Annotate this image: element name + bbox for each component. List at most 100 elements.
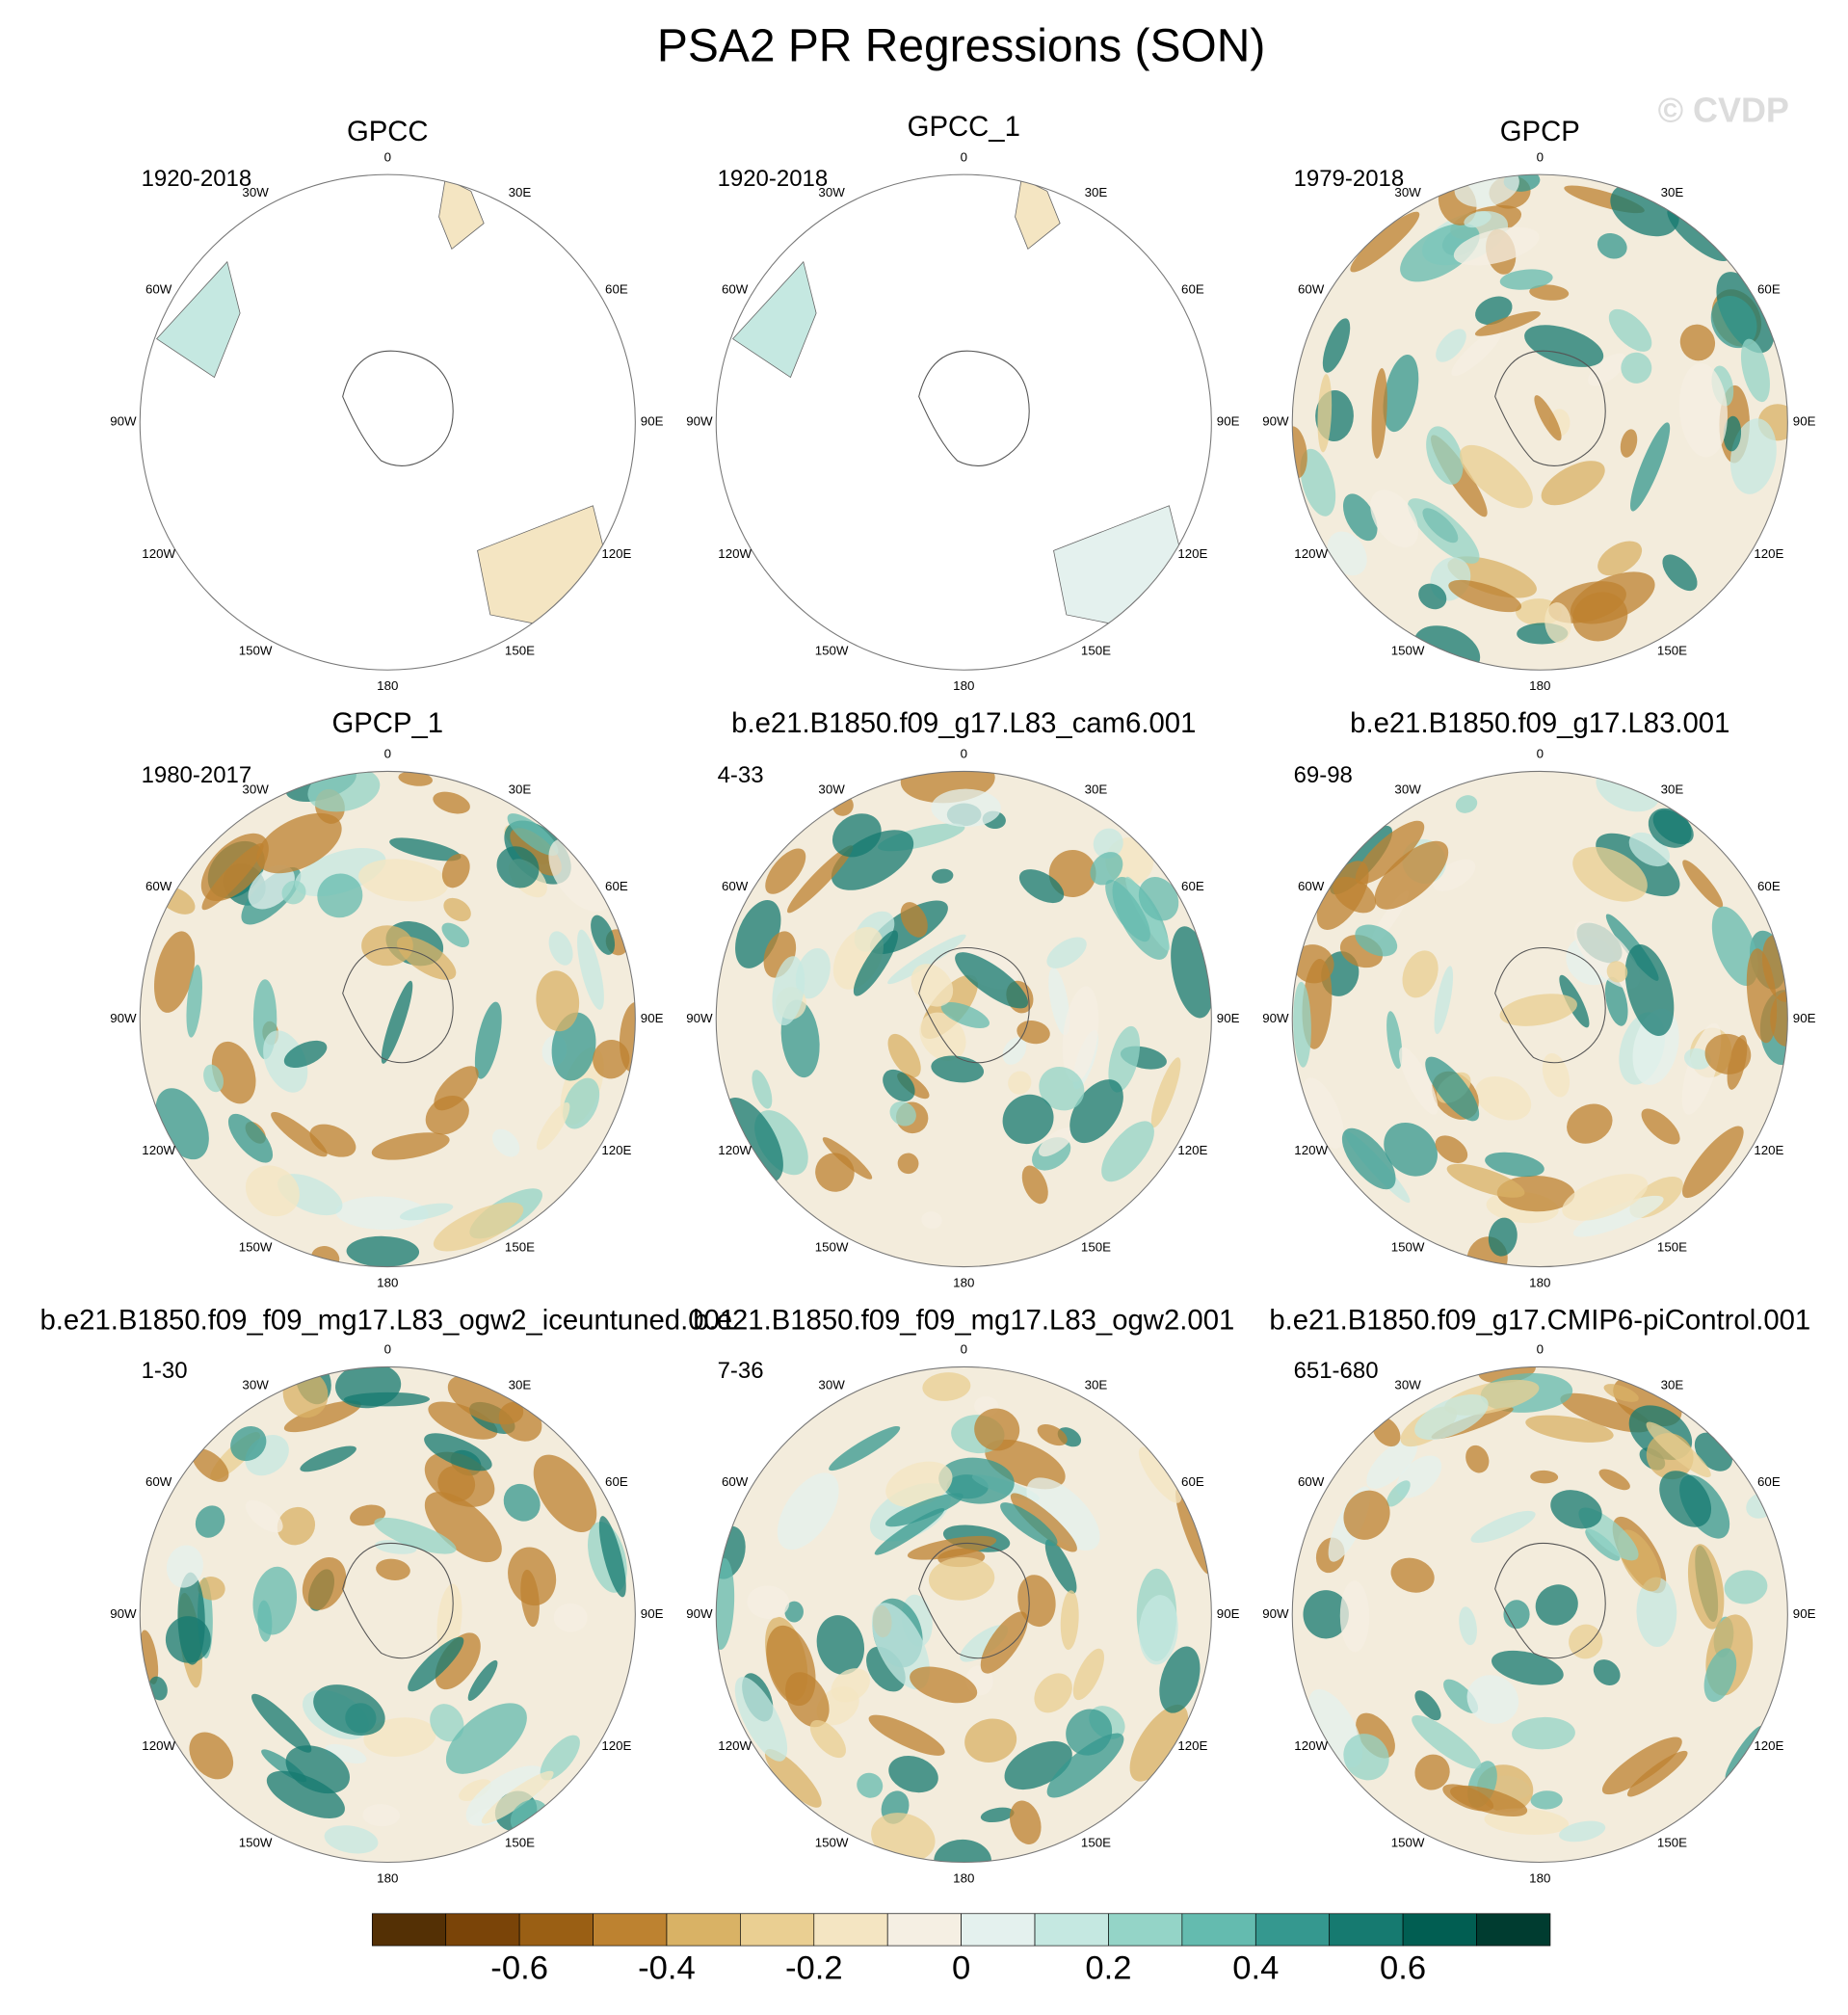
field-patch	[1503, 1600, 1530, 1630]
longitude-label: 60E	[1181, 282, 1204, 297]
panel-title: b.e21.B1850.f09_g17.L83.001	[1350, 707, 1729, 739]
field-patch	[398, 771, 433, 786]
field-patch	[1723, 415, 1742, 452]
field-patch	[772, 956, 805, 1026]
field-patch	[1322, 318, 1351, 373]
field-patch	[1418, 583, 1447, 610]
field-patch	[1386, 1011, 1403, 1070]
longitude-label: 90E	[1793, 414, 1816, 429]
field-patch	[1384, 1122, 1438, 1177]
field-patch	[1447, 556, 1537, 598]
field-patch	[1603, 1384, 1639, 1402]
field-patch	[1770, 991, 1788, 1047]
colorbar-box	[1181, 1913, 1256, 1947]
field-patch	[907, 1535, 997, 1560]
field-patch	[424, 1492, 502, 1563]
field-patch	[884, 1493, 964, 1527]
field-patch	[1105, 879, 1150, 942]
field-patch	[481, 1770, 554, 1824]
longitude-label: 90W	[1262, 414, 1289, 429]
field-patch	[900, 902, 928, 938]
field-patch	[430, 1704, 464, 1742]
field-patch	[1485, 1152, 1544, 1178]
field-patch	[1374, 840, 1449, 910]
longitude-label: 90W	[110, 1606, 137, 1621]
longitude-label: 90E	[1217, 414, 1240, 429]
map-border	[715, 173, 1212, 671]
field-patch	[1620, 429, 1638, 458]
field-patch	[888, 1756, 938, 1793]
land	[731, 260, 817, 379]
longitude-label: 150E	[505, 1836, 535, 1850]
longitude-label: 120W	[718, 1143, 752, 1157]
field-patch	[361, 925, 413, 967]
longitude-label: 150W	[815, 1240, 849, 1255]
longitude-label: 180	[953, 1275, 974, 1289]
longitude-label: 90E	[641, 414, 664, 429]
longitude-label: 60E	[1181, 1474, 1204, 1489]
field-patch	[1608, 308, 1652, 352]
field-patch	[266, 1770, 345, 1818]
field-patch	[1703, 1648, 1737, 1703]
longitude-label: 0	[961, 747, 967, 761]
colorbar-box	[518, 1913, 594, 1947]
map-field	[1292, 771, 1788, 1267]
field-patch	[871, 1603, 930, 1690]
colorbar-tick-label: 0.4	[1232, 1950, 1279, 1987]
field-patch	[1601, 1737, 1682, 1795]
field-patch	[934, 1839, 992, 1863]
field-patch	[201, 843, 264, 911]
field-patch	[1408, 498, 1480, 564]
field-patch	[189, 1732, 234, 1780]
field-patch	[227, 1113, 274, 1163]
field-patch	[309, 1124, 356, 1157]
longitude-label: 60E	[1181, 879, 1204, 893]
field-patch	[1460, 444, 1533, 509]
colorbar-tick-label: -0.6	[490, 1950, 548, 1987]
longitude-label: 180	[1529, 1870, 1550, 1885]
field-patch	[1018, 869, 1065, 904]
field-patch	[928, 1556, 995, 1601]
field-patch	[324, 1825, 379, 1854]
field-patch	[1108, 1025, 1141, 1093]
field-patch	[1530, 1790, 1563, 1810]
field-patch	[1017, 1575, 1056, 1628]
colorbar-box	[1254, 1913, 1331, 1947]
field-patch	[816, 1615, 865, 1675]
field-patch	[302, 1557, 347, 1610]
field-patch	[1026, 1477, 1100, 1551]
longitude-label: 180	[377, 1870, 398, 1885]
field-patch	[1560, 1392, 1652, 1433]
map-border	[1291, 770, 1788, 1268]
antarctica	[918, 946, 1030, 1064]
field-patch	[1624, 944, 1675, 1036]
field-patch	[722, 1098, 783, 1182]
longitude-label: 120W	[142, 546, 175, 561]
field-patch	[433, 791, 470, 814]
field-patch	[1434, 966, 1454, 1035]
longitude-label: 30E	[509, 1377, 532, 1392]
field-patch	[1466, 1675, 1519, 1724]
field-patch	[911, 964, 954, 1007]
field-patch	[441, 853, 470, 888]
longitude-label: 180	[1529, 678, 1550, 693]
longitude-label: 30W	[818, 1377, 845, 1392]
field-patch	[533, 1454, 597, 1533]
colorbar-tick-label: 0	[952, 1950, 970, 1987]
field-patch	[1390, 1557, 1435, 1593]
field-patch	[343, 1392, 430, 1407]
field-patch	[317, 873, 363, 918]
field-patch	[1499, 269, 1553, 290]
field-patch	[1009, 1800, 1042, 1844]
field-patch	[1626, 1750, 1688, 1797]
field-patch	[1044, 1539, 1077, 1594]
longitude-label: 120E	[601, 546, 631, 561]
longitude-label: 60E	[1757, 282, 1781, 297]
panel-title: b.e21.B1850.f09_g17.CMIP6-piControl.001	[1269, 1305, 1810, 1337]
field-patch	[1459, 1606, 1477, 1646]
field-patch	[1016, 1021, 1050, 1045]
longitude-label: 120W	[718, 1738, 752, 1753]
field-patch	[919, 1012, 966, 1061]
